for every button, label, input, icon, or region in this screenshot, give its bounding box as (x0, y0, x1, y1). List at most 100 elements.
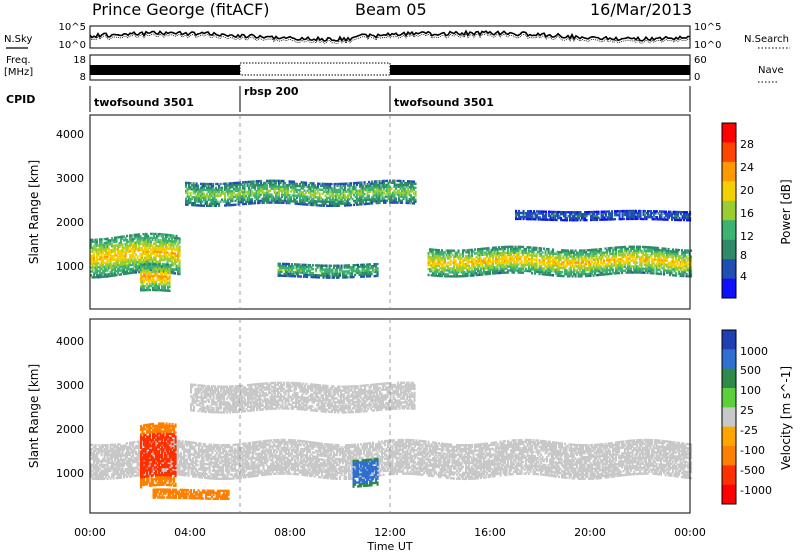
heatmap-cell (493, 268, 496, 271)
heatmap-cell (682, 268, 685, 272)
heatmap-cell (288, 194, 291, 197)
heatmap-cell (242, 191, 245, 194)
heatmap-cell (585, 261, 588, 264)
heatmap-cell (517, 249, 520, 252)
heatmap-cell (624, 255, 627, 259)
heatmap-cell (456, 253, 459, 256)
heatmap-cell (654, 258, 657, 261)
heatmap-cell (525, 269, 528, 273)
heatmap-cell (152, 269, 155, 272)
heatmap-cell (130, 271, 133, 275)
heatmap-cell (349, 268, 352, 271)
heatmap-cell (556, 274, 559, 277)
heatmap-cell (286, 262, 289, 266)
heatmap-cell (357, 197, 360, 200)
heatmap-cell (168, 289, 171, 292)
heatmap-cell (130, 248, 133, 251)
heatmap-cell (585, 268, 588, 272)
heatmap-cell (363, 202, 366, 206)
heatmap-cell (585, 211, 588, 214)
heatmap-cell (481, 265, 484, 268)
heatmap-cell (93, 256, 96, 259)
heatmap-cell (243, 194, 246, 198)
heatmap-cell (667, 249, 670, 253)
heatmap-cell (121, 245, 124, 248)
heatmap-cell (159, 250, 162, 254)
heatmap-cell (99, 250, 102, 253)
heatmap-cell (210, 198, 213, 202)
heatmap-cell (538, 260, 541, 264)
heatmap-cell (152, 278, 155, 282)
heatmap-cell (121, 265, 124, 268)
heatmap-cell (300, 187, 303, 190)
heatmap-cell (143, 287, 146, 290)
heatmap-cell (123, 255, 126, 258)
heatmap-cell (429, 248, 432, 251)
heatmap-cell (684, 259, 687, 262)
heatmap-cell (278, 199, 281, 202)
heatmap-cell (165, 267, 168, 271)
heatmap-cell (454, 271, 457, 274)
heatmap-cell (227, 198, 230, 201)
heatmap-cell (124, 237, 127, 240)
heatmap-cell (305, 203, 308, 206)
heatmap-cell (103, 265, 106, 268)
heatmap-cell (97, 270, 100, 273)
heatmap-cell (648, 248, 651, 251)
heatmap-cell (630, 259, 633, 262)
heatmap-cell (124, 244, 127, 248)
heatmap-cell (401, 193, 404, 196)
heatmap-cell (673, 262, 676, 265)
heatmap-cell (402, 179, 405, 183)
heatmap-cell (162, 285, 165, 288)
heatmap-cell (254, 188, 257, 191)
heatmap-cell (345, 204, 348, 207)
heatmap-cell (586, 255, 589, 258)
heatmap-cell (152, 267, 155, 270)
heatmap-cell (585, 272, 588, 276)
heatmap-cell (115, 254, 118, 257)
heatmap-cell (339, 190, 342, 194)
heatmap-cell (542, 214, 545, 217)
heatmap-cell (553, 256, 556, 259)
heatmap-cell (652, 258, 655, 261)
heatmap-cell (438, 274, 441, 278)
heatmap-cell (562, 267, 565, 270)
heatmap-cell (402, 197, 405, 200)
heatmap-cell (606, 210, 609, 213)
heatmap-cell (115, 273, 118, 277)
heatmap-cell (165, 253, 168, 256)
heatmap-cell (410, 196, 413, 199)
heatmap-cell (669, 273, 672, 277)
heatmap-cell (658, 252, 661, 256)
heatmap-cell (559, 253, 562, 256)
heatmap-cell (114, 238, 117, 241)
heatmap-cell (372, 265, 375, 268)
heatmap-cell (338, 182, 341, 186)
heatmap-cell (130, 263, 133, 267)
heatmap-cell (356, 199, 359, 202)
heatmap-cell (283, 268, 286, 272)
heatmap-cell (690, 249, 693, 252)
heatmap-cell (655, 264, 658, 267)
heatmap-cell (531, 256, 534, 259)
heatmap-cell (372, 188, 375, 191)
heatmap-cell (648, 246, 651, 249)
heatmap-cell (630, 211, 633, 215)
heatmap-cell (138, 261, 141, 264)
heatmap-cell (163, 257, 166, 260)
heatmap-cell (112, 256, 115, 259)
heatmap-cell (143, 289, 146, 292)
heatmap-cell (613, 264, 616, 267)
heatmap-cell (336, 268, 339, 271)
heatmap-cell (96, 266, 99, 269)
heatmap-cell (483, 269, 486, 272)
heatmap-cell (663, 247, 666, 250)
heatmap-cell (365, 202, 368, 206)
heatmap-cell (200, 182, 203, 186)
heatmap-cell (472, 266, 475, 269)
heatmap-cell (339, 192, 342, 196)
heatmap-cell (188, 199, 191, 203)
heatmap-cell (529, 246, 532, 249)
heatmap-cell (144, 238, 147, 242)
